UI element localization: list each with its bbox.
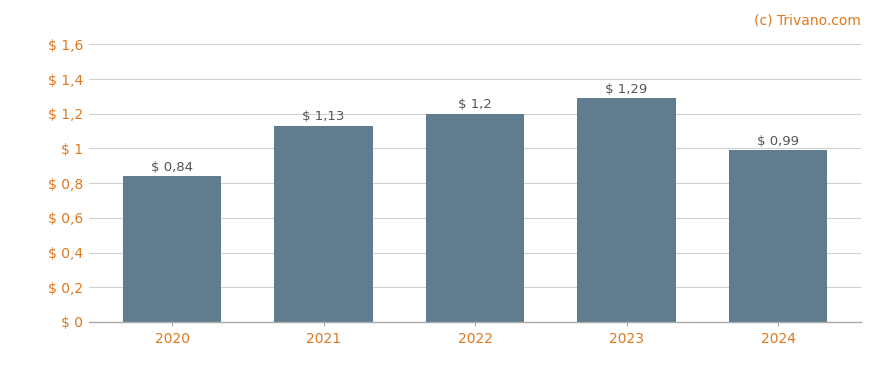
Text: $ 1,29: $ 1,29 [606, 83, 647, 95]
Text: $ 1,13: $ 1,13 [303, 110, 345, 123]
Text: (c) Trivano.com: (c) Trivano.com [755, 14, 861, 28]
Bar [426, 114, 524, 322]
Bar [577, 98, 676, 322]
Bar [123, 176, 221, 322]
Bar [274, 126, 373, 322]
Bar [729, 150, 828, 322]
Text: $ 0,99: $ 0,99 [757, 135, 799, 148]
Text: $ 1,2: $ 1,2 [458, 98, 492, 111]
Text: $ 0,84: $ 0,84 [151, 161, 193, 174]
